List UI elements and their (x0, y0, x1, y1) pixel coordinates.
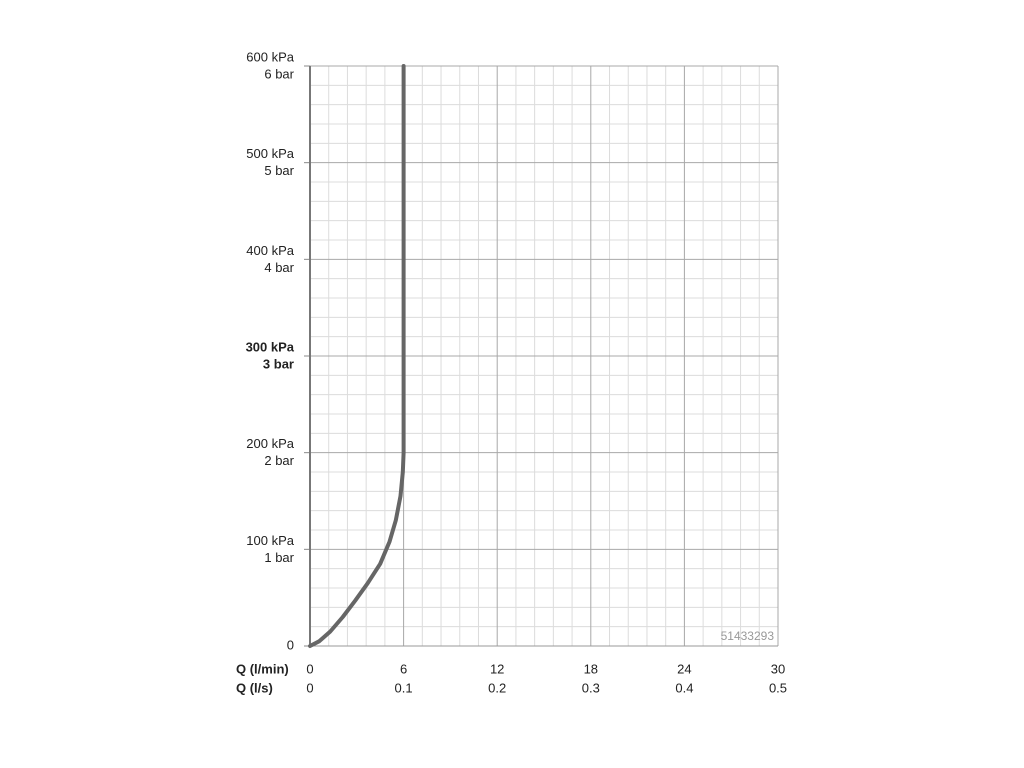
y2-tick-label: 6 bar (264, 66, 294, 81)
x-tick-label: 12 (490, 661, 504, 676)
x2-axis-label: Q (l/s) (236, 680, 273, 695)
y-tick-label: 200 kPa (246, 436, 294, 451)
x2-tick-label: 0.2 (488, 680, 506, 695)
y2-tick-label: 5 bar (264, 163, 294, 178)
y-tick-label: 500 kPa (246, 146, 294, 161)
x-tick-label: 0 (306, 661, 313, 676)
x-tick-label: 24 (677, 661, 691, 676)
watermark: 51433293 (721, 629, 775, 643)
x2-tick-label: 0.3 (582, 680, 600, 695)
x2-tick-label: 0.4 (675, 680, 693, 695)
x2-tick-label: 0.1 (395, 680, 413, 695)
y2-tick-label: 2 bar (264, 453, 294, 468)
y-tick-label: 400 kPa (246, 243, 294, 258)
x-tick-label: 30 (771, 661, 785, 676)
x-tick-label: 18 (584, 661, 598, 676)
y2-tick-label: 3 bar (263, 356, 294, 371)
y-tick-label: 600 kPa (246, 49, 294, 64)
x2-tick-label: 0 (306, 680, 313, 695)
y-tick-label: 100 kPa (246, 533, 294, 548)
y2-tick-label: 4 bar (264, 260, 294, 275)
y-tick-label: 0 (287, 637, 294, 652)
x-axis-label: Q (l/min) (236, 661, 289, 676)
x-tick-label: 6 (400, 661, 407, 676)
y-tick-label: 300 kPa (246, 339, 295, 354)
y2-tick-label: 1 bar (264, 550, 294, 565)
x2-tick-label: 0.5 (769, 680, 787, 695)
data-line (308, 64, 406, 648)
